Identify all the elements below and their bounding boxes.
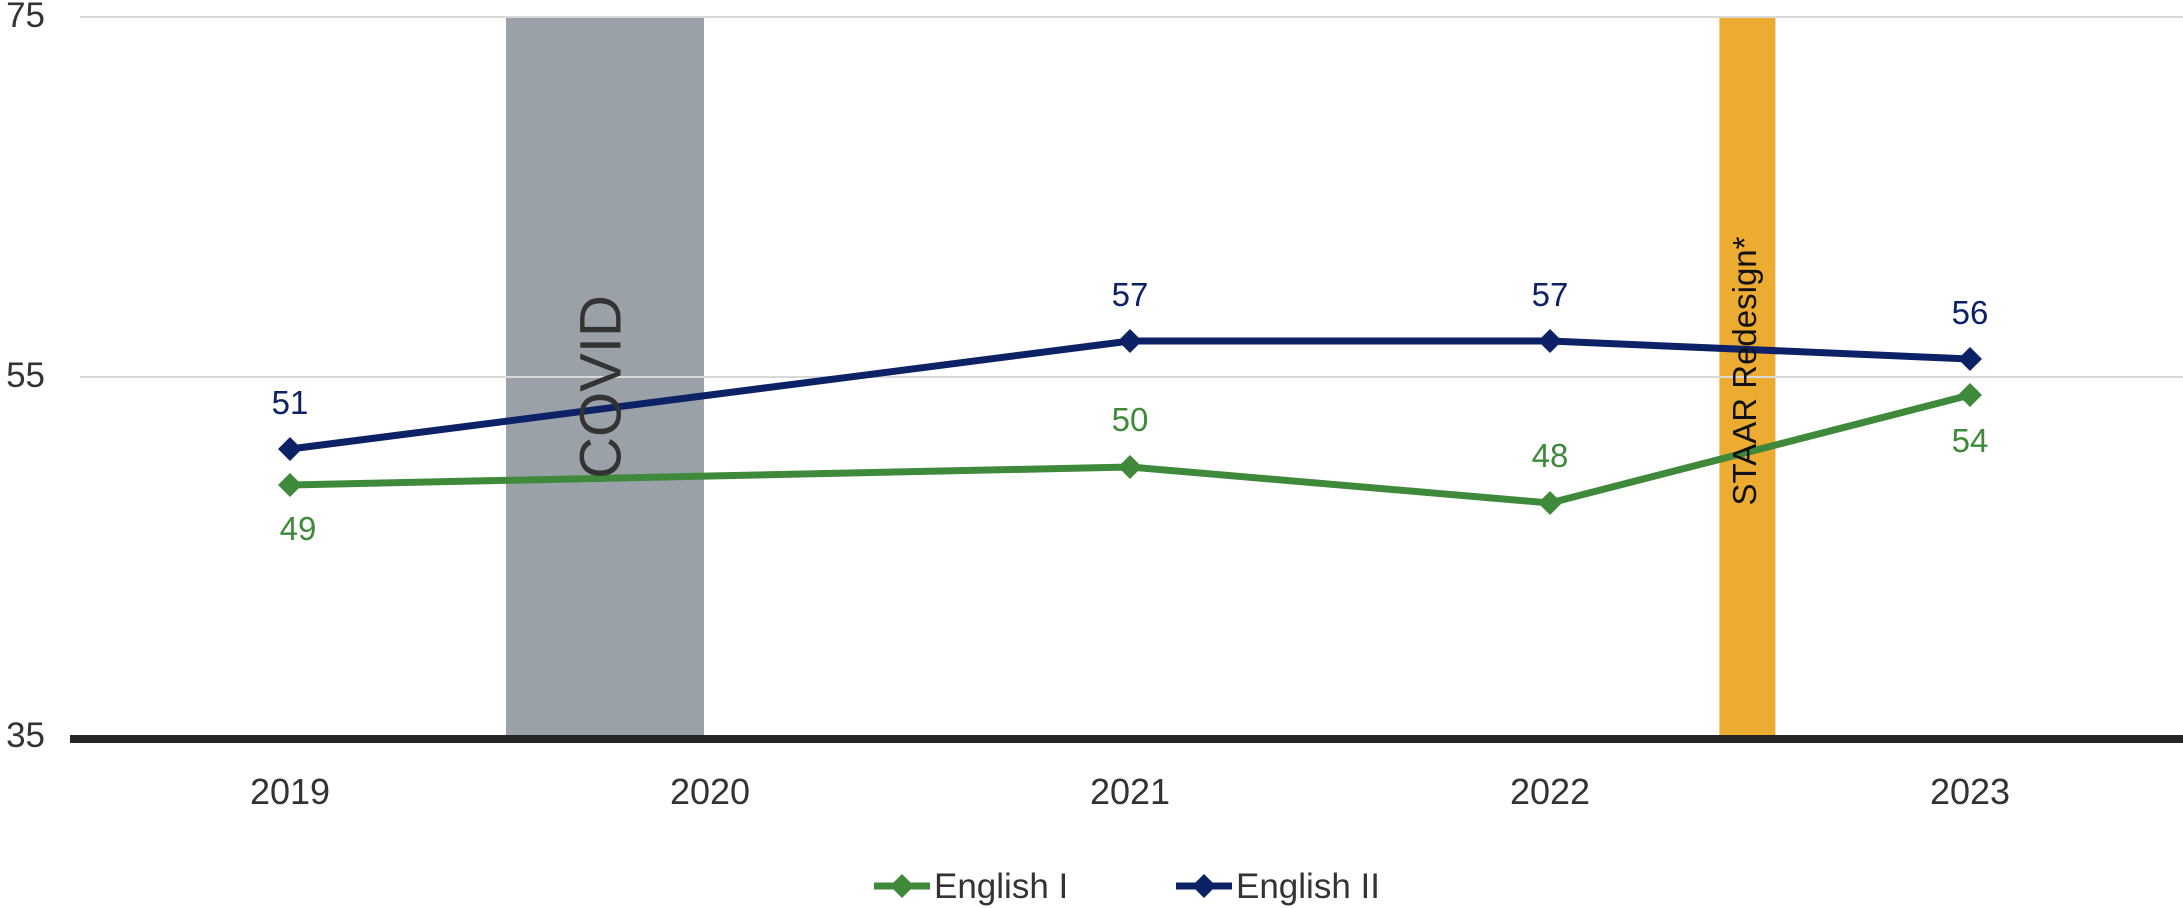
- data-label-english-ii-2019: 51: [272, 384, 309, 421]
- marker-english-ii-2023: [1958, 347, 1982, 371]
- gridlines: [80, 16, 2183, 378]
- marker-english-ii-2021: [1118, 329, 1142, 353]
- data-label-english-ii-2023: 56: [1952, 294, 1989, 331]
- legend-item-english-i: English I: [874, 867, 1068, 906]
- legend: English I English II: [874, 867, 1380, 906]
- marker-english-i-2023: [1958, 383, 1982, 407]
- annotation-labels: COVID STAAR Redesign*: [568, 236, 1763, 505]
- marker-english-ii-2022: [1538, 329, 1562, 353]
- data-label-english-ii-2021: 57: [1112, 276, 1149, 313]
- series-english-ii: 51 57 57 56: [272, 276, 1989, 461]
- band-label-covid: COVID: [568, 295, 633, 479]
- marker-english-i-2021: [1118, 455, 1142, 479]
- x-tick-label-2022: 2022: [1510, 771, 1590, 812]
- y-tick-label-55: 55: [6, 356, 45, 395]
- legend-marker-english-ii: [1192, 874, 1216, 898]
- data-label-english-ii-2022: 57: [1532, 276, 1569, 313]
- y-axis-ticks: 35 55 75: [6, 0, 45, 755]
- data-label-english-i-2021: 50: [1112, 401, 1149, 438]
- legend-label-english-i: English I: [934, 867, 1068, 906]
- x-tick-label-2020: 2020: [670, 771, 750, 812]
- series-lines: 49 50 48 54 51 57 57 56: [272, 276, 1989, 547]
- x-tick-label-2019: 2019: [250, 771, 330, 812]
- data-label-english-i-2022: 48: [1532, 437, 1569, 474]
- y-tick-label-75: 75: [6, 0, 45, 35]
- data-label-english-i-2023: 54: [1952, 422, 1989, 459]
- data-label-english-i-2019: 49: [280, 510, 317, 547]
- marker-english-i-2019: [278, 473, 302, 497]
- legend-item-english-ii: English II: [1176, 867, 1380, 906]
- x-axis: 2019 2020 2021 2022 2023: [70, 735, 2183, 812]
- x-tick-label-2021: 2021: [1090, 771, 1170, 812]
- series-english-i: 49 50 48 54: [278, 383, 1988, 547]
- legend-marker-english-i: [890, 874, 914, 898]
- marker-english-ii-2019: [278, 437, 302, 461]
- legend-label-english-ii: English II: [1236, 867, 1380, 906]
- x-tick-label-2023: 2023: [1930, 771, 2010, 812]
- marker-english-i-2022: [1538, 491, 1562, 515]
- y-tick-label-35: 35: [6, 716, 45, 755]
- band-label-staar-redesign: STAAR Redesign*: [1726, 236, 1763, 505]
